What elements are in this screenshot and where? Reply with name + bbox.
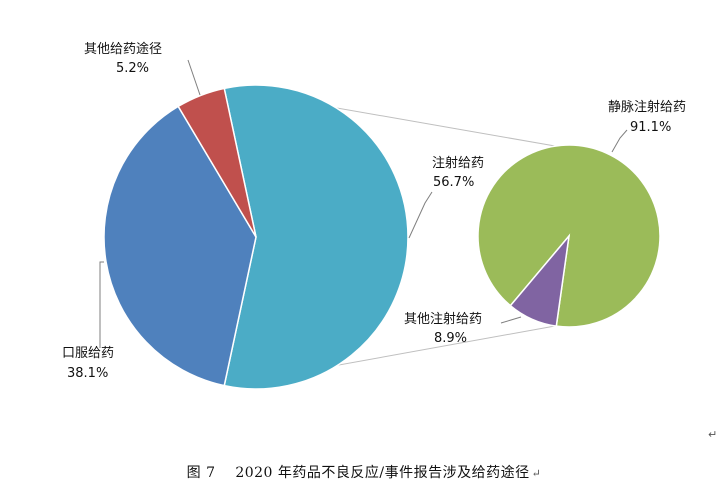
slice-injection — [223, 84, 409, 390]
slice-label-oral: 口服给药 — [62, 346, 114, 361]
figure-number: 图 7 — [186, 465, 216, 481]
main-pie — [103, 84, 409, 390]
leader-lines — [99, 59, 628, 348]
slice-other-injection — [509, 233, 571, 327]
figure-caption: 图 7 2020 年药品不良反应/事件报告涉及给药途径 ↵ — [0, 462, 728, 482]
slice-label-other-route: 其他给药途径 — [84, 41, 162, 57]
slice-value-oral: 38.1% — [67, 366, 108, 381]
slice-other-route — [177, 87, 257, 238]
pie-of-pie-chart: 注射给药 56.7% 口服给药 38.1% 其他给药途径 5.2% 静脉注射给药… — [62, 41, 686, 390]
leader-oral — [99, 261, 104, 348]
slice-label-other-injection: 其他注射给药 — [404, 311, 482, 327]
leader-iv-injection — [611, 129, 628, 153]
paragraph-mark: ↵ — [708, 428, 718, 441]
slice-label-iv-injection: 静脉注射给药 — [608, 99, 686, 115]
leader-other-injection — [500, 316, 522, 324]
secondary-pie — [477, 144, 661, 328]
slice-value-injection: 56.7% — [433, 175, 474, 190]
slice-value-iv-injection: 91.1% — [630, 120, 671, 135]
leader-injection — [408, 191, 433, 239]
slice-label-injection: 注射给药 — [432, 155, 484, 171]
leader-other-route — [187, 59, 201, 96]
slice-value-other-route: 5.2% — [116, 61, 149, 76]
caption-paragraph-mark: ↵ — [531, 467, 542, 480]
figure-caption-text: 2020 年药品不良反应/事件报告涉及给药途径 — [235, 465, 530, 481]
slice-oral — [103, 105, 257, 387]
slice-value-other-injection: 8.9% — [434, 331, 467, 346]
